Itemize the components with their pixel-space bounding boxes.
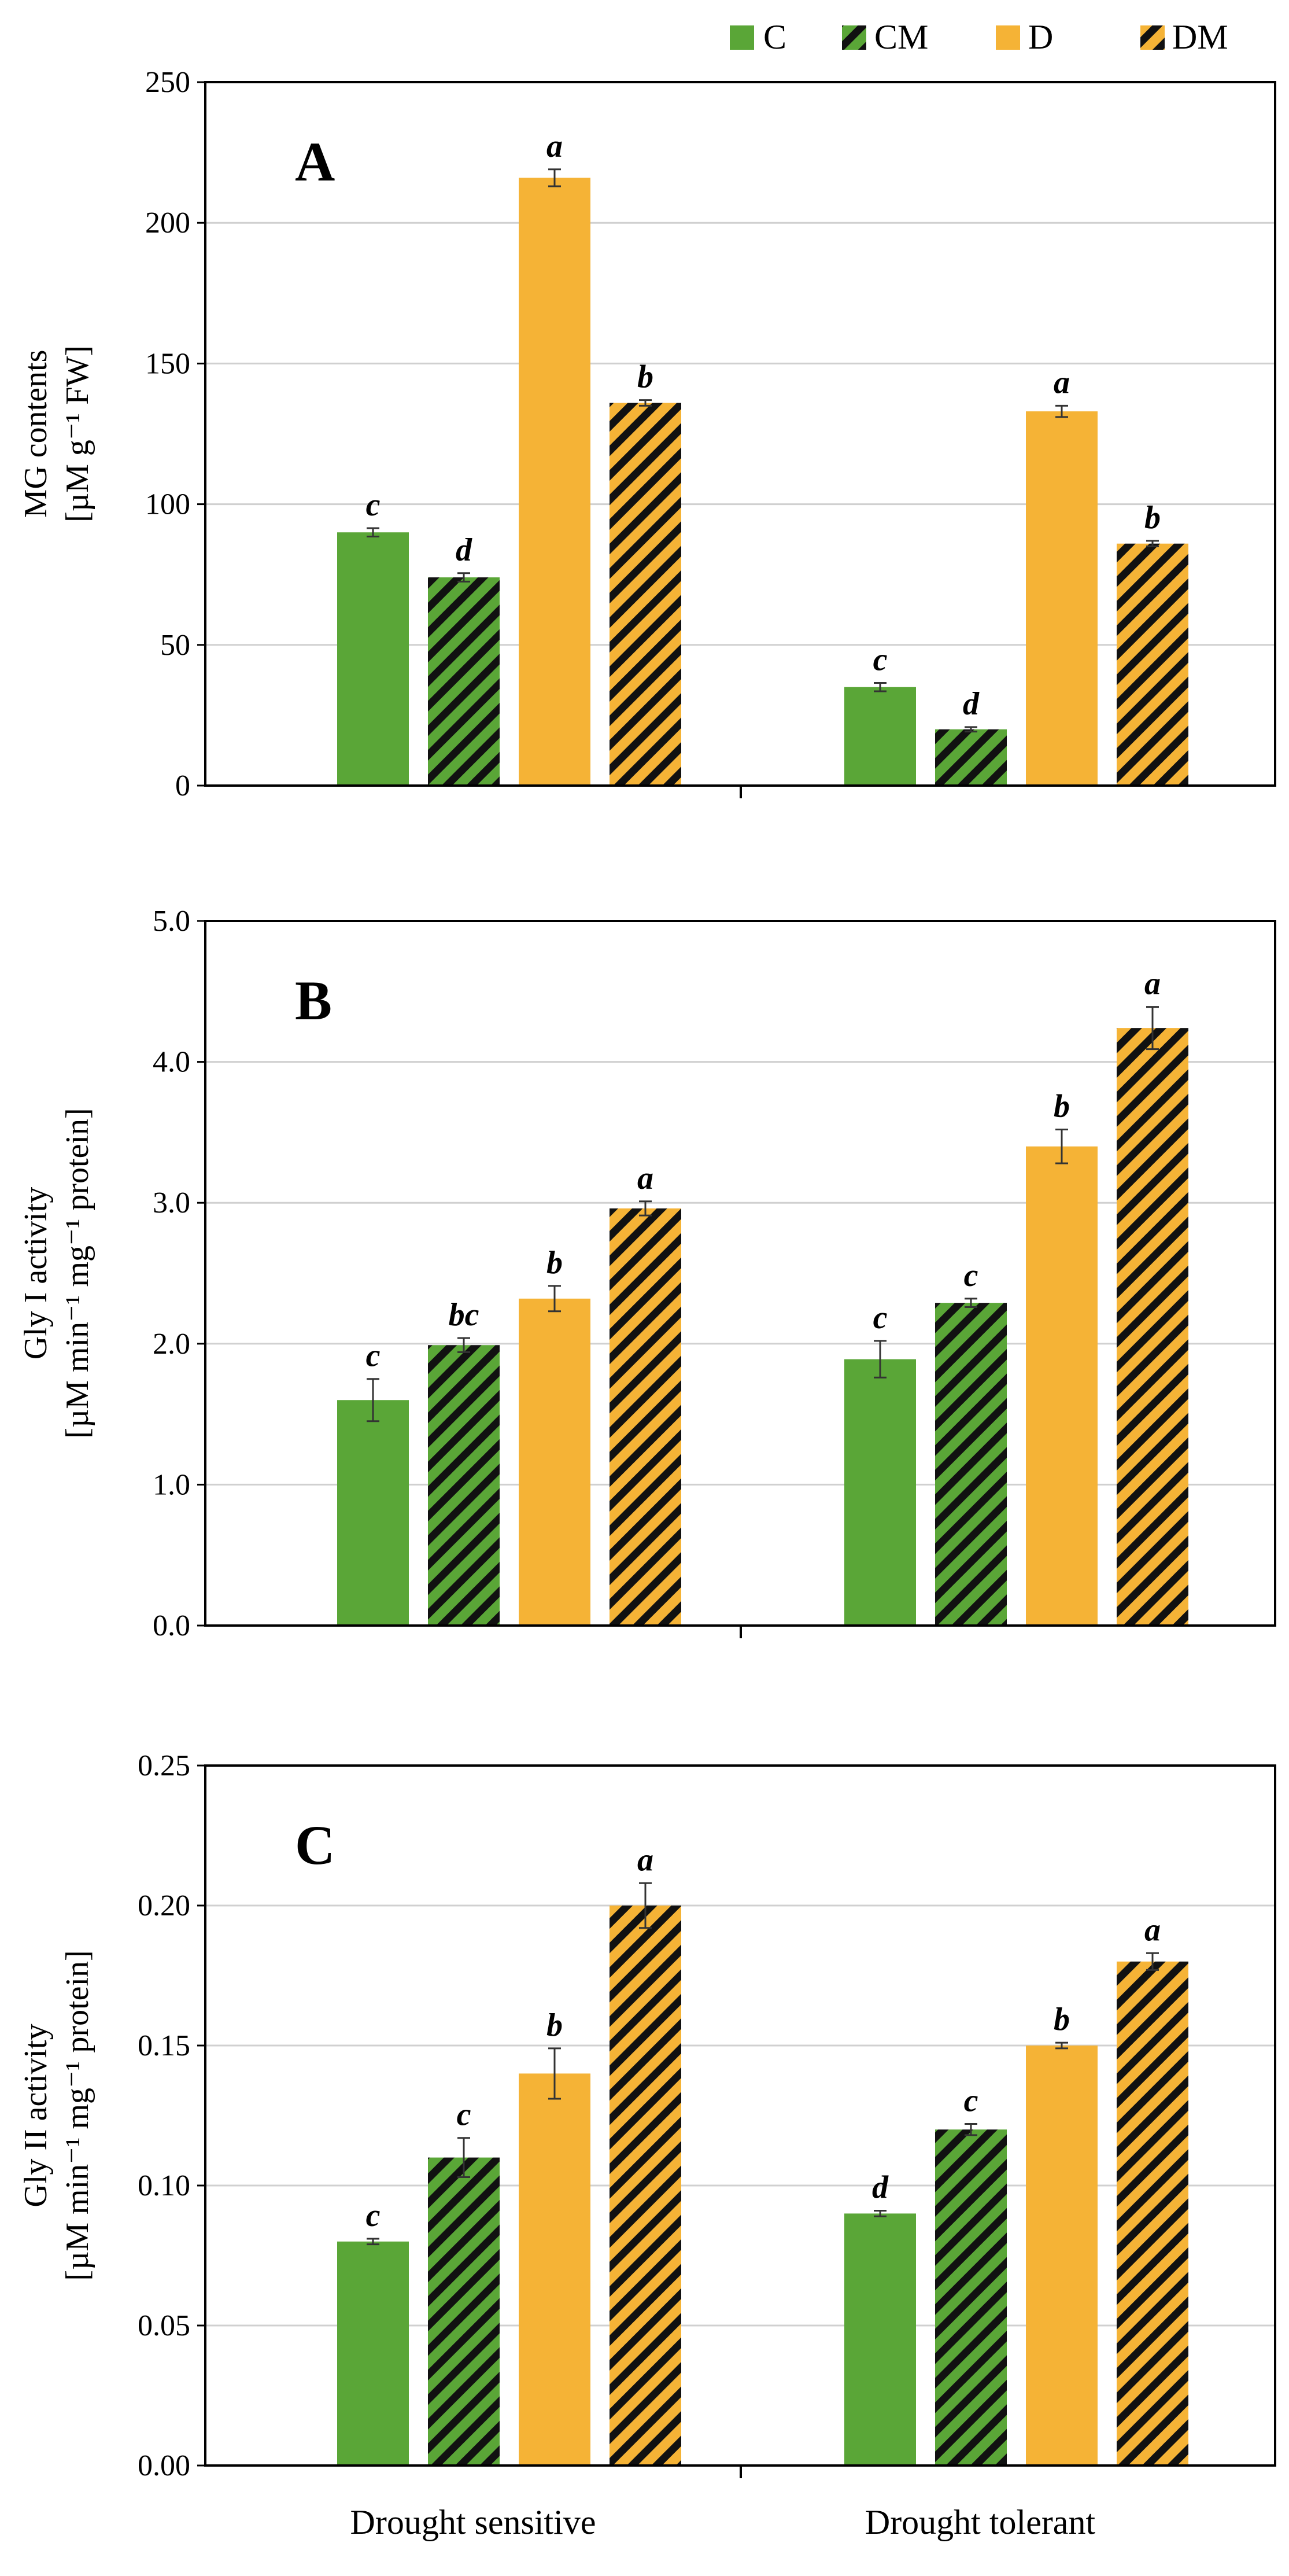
significance-label: a (637, 1160, 653, 1196)
panel-letter: B (295, 970, 332, 1031)
panel-letter: C (295, 1814, 335, 1876)
bar-c (337, 2241, 409, 2466)
y-tick-label: 250 (145, 66, 190, 99)
significance-label: a (1144, 966, 1161, 1002)
significance-label: d (456, 532, 472, 568)
legend-swatch (842, 25, 866, 50)
significance-label: b (1054, 2002, 1070, 2037)
legend-item-d: D (996, 18, 1053, 56)
legend-label: D (1028, 18, 1053, 56)
legend: C CM D DM (730, 18, 1228, 56)
legend-swatch (730, 25, 754, 50)
legend-label: CM (874, 18, 928, 56)
x-category-label: Drought tolerant (865, 2503, 1096, 2541)
y-axis-unit: [µM min⁻¹ mg⁻¹ protein] (60, 1108, 95, 1438)
panel-c: 0.00 0.05 0.10 0.15 0.20 0.25 c c b a d c b a C Gly II … (18, 1749, 1276, 2482)
significance-label: c (964, 1258, 978, 1293)
significance-label: c (964, 2083, 978, 2119)
bar-c (337, 1400, 409, 1626)
bar-cm (428, 2157, 500, 2466)
significance-label: a (637, 1842, 653, 1878)
y-axis-title: Gly II activity (18, 2024, 54, 2207)
bar-d (519, 1298, 590, 1626)
significance-label: c (366, 2198, 381, 2234)
bar-c (337, 532, 409, 786)
y-tick-label: 3.0 (153, 1186, 190, 1219)
bar-c (844, 1359, 916, 1626)
legend-swatch (1140, 25, 1165, 50)
bar-d (519, 178, 590, 786)
legend-item-dm: DM (1140, 18, 1228, 56)
y-axis-title: Gly I activity (18, 1187, 54, 1360)
bar-cm (935, 1303, 1007, 1626)
legend-swatch (996, 25, 1020, 50)
x-category-label: Drought sensitive (350, 2503, 596, 2541)
significance-label: bc (449, 1297, 479, 1333)
y-tick-label: 0.10 (138, 2169, 190, 2202)
bar-d (1026, 2046, 1098, 2466)
y-tick-label: 0.25 (138, 1749, 190, 1782)
bar-cm (428, 577, 500, 786)
bar-d (1026, 411, 1098, 786)
bar-c (844, 2213, 916, 2466)
bar-d (1026, 1146, 1098, 1626)
legend-label: C (763, 18, 786, 56)
y-tick-label: 100 (145, 488, 190, 521)
significance-label: c (457, 2097, 471, 2133)
bar-d (519, 2073, 590, 2466)
bar-dm (610, 403, 681, 786)
significance-label: c (873, 642, 888, 677)
y-tick-label: 0.0 (153, 1609, 190, 1642)
significance-label: d (963, 686, 980, 722)
significance-label: c (366, 487, 381, 523)
significance-label: b (546, 2007, 563, 2043)
significance-label: c (873, 1300, 888, 1336)
bar-dm (610, 1906, 681, 2466)
significance-label: d (872, 2170, 889, 2206)
legend-item-cm: CM (842, 18, 928, 56)
y-tick-label: 2.0 (153, 1328, 190, 1361)
panel-letter: A (295, 131, 335, 193)
y-tick-label: 0.05 (138, 2309, 190, 2342)
significance-label: b (1144, 500, 1161, 536)
significance-label: c (366, 1338, 381, 1374)
bar-dm (1117, 1028, 1188, 1626)
bar-dm (1117, 543, 1188, 786)
significance-label: a (546, 128, 563, 164)
bar-cm (935, 2129, 1007, 2466)
significance-label: a (1144, 1912, 1161, 1948)
panel-a: 0 50 100 150 200 250 c d a b c d a b A MG contents [µM g… (18, 66, 1276, 802)
y-tick-label: 4.0 (153, 1046, 190, 1079)
significance-label: b (546, 1245, 563, 1281)
legend-item-c: C (730, 18, 786, 56)
bar-cm (935, 729, 1007, 786)
bar-dm (610, 1208, 681, 1626)
significance-label: b (637, 359, 653, 395)
panel-b: 0.0 1.0 2.0 3.0 4.0 5.0 c bc b a c c b a B Gly I activi… (18, 905, 1276, 1642)
y-axis-unit: [µM min⁻¹ mg⁻¹ protein] (60, 1950, 95, 2280)
y-tick-label: 0.00 (138, 2449, 190, 2482)
y-tick-label: 0 (175, 769, 190, 802)
legend-label: DM (1172, 18, 1228, 56)
bar-c (844, 687, 916, 786)
bar-dm (1117, 1961, 1188, 2466)
bar-cm (428, 1345, 500, 1626)
y-tick-label: 50 (160, 629, 190, 662)
y-tick-label: 0.15 (138, 2029, 190, 2062)
y-tick-label: 200 (145, 207, 190, 239)
y-axis-unit: [µM g⁻¹ FW] (60, 345, 95, 522)
y-tick-label: 1.0 (153, 1468, 190, 1501)
y-tick-label: 0.20 (138, 1889, 190, 1922)
significance-label: b (1054, 1089, 1070, 1125)
y-axis-title: MG contents (18, 350, 54, 518)
y-tick-label: 5.0 (153, 905, 190, 938)
y-tick-label: 150 (145, 347, 190, 380)
significance-label: a (1054, 364, 1070, 400)
